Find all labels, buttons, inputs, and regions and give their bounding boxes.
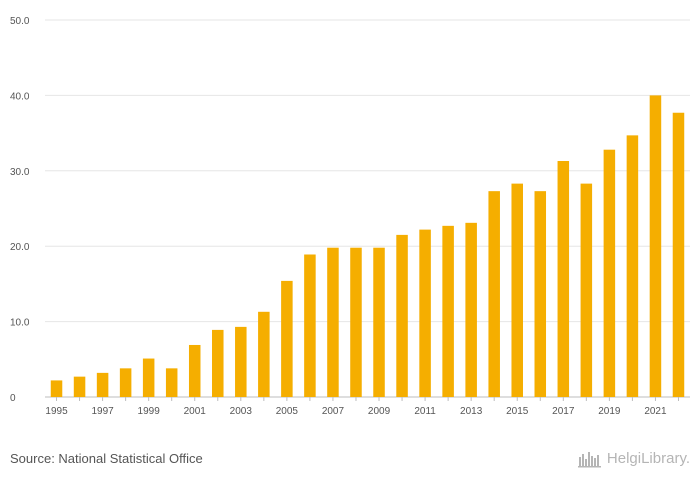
bar-2009[interactable]: [373, 247, 385, 397]
logo-text: HelgiLibrary.: [606, 449, 690, 467]
bar-2022[interactable]: [672, 112, 685, 397]
x-tick-label: 2021: [644, 406, 667, 417]
bar-1998[interactable]: [119, 368, 132, 397]
bar-2013[interactable]: [465, 222, 477, 397]
bar-2021[interactable]: [649, 95, 662, 398]
x-tick-label: 2003: [230, 406, 253, 417]
bar-2012[interactable]: [442, 225, 454, 397]
x-tick-label: 2009: [368, 406, 391, 417]
bar-2017[interactable]: [557, 160, 570, 397]
bar-2001[interactable]: [188, 344, 201, 397]
bar-2007[interactable]: [327, 247, 339, 397]
bar-2003[interactable]: [235, 326, 247, 397]
bar-2019[interactable]: [603, 149, 616, 397]
bar-2008[interactable]: [350, 247, 362, 397]
y-tick-label: 0: [10, 393, 16, 404]
x-tick-label: 2005: [276, 406, 299, 417]
bar-1999[interactable]: [142, 358, 155, 397]
bar-1996[interactable]: [73, 376, 86, 397]
bar-1995[interactable]: [50, 380, 63, 397]
x-tick-label: 1999: [138, 406, 161, 417]
bars: [50, 95, 685, 398]
helgi-library-logo-icon: [577, 452, 601, 468]
y-tick-label: 50.0: [10, 16, 30, 27]
bar-2014[interactable]: [488, 191, 500, 397]
bar-1997[interactable]: [96, 372, 109, 397]
y-tick-label: 20.0: [10, 242, 30, 253]
source-note: Source: National Statistical Office: [10, 451, 203, 466]
x-tick-label: 2001: [184, 406, 207, 417]
x-tick-label: 2019: [598, 406, 621, 417]
bar-2010[interactable]: [396, 234, 408, 397]
x-tick-label: 2013: [460, 406, 483, 417]
bar-2011[interactable]: [419, 229, 431, 397]
bar-2018[interactable]: [580, 183, 593, 397]
axes: 0 10.0 20.0 30.0 40.0 50.0 1995 1997 1999 2001 200…: [10, 16, 679, 417]
bar-2020[interactable]: [626, 135, 639, 397]
bar-2016[interactable]: [534, 191, 547, 397]
y-tick-label: 30.0: [10, 167, 30, 178]
bar-2004[interactable]: [258, 311, 270, 397]
bar-2005[interactable]: [281, 280, 293, 397]
x-tick-label: 2015: [506, 406, 529, 417]
footer: Source: National Statistical Office Helg…: [0, 440, 700, 483]
x-tick-label: 1995: [45, 406, 68, 417]
y-tick-label: 40.0: [10, 91, 30, 102]
x-tick-label: 2017: [552, 406, 575, 417]
logo[interactable]: HelgiLibrary.: [577, 448, 690, 468]
y-tick-label: 10.0: [10, 318, 30, 329]
bar-2006[interactable]: [304, 254, 316, 397]
bar-2015[interactable]: [511, 183, 523, 397]
bar-2000[interactable]: [165, 368, 178, 397]
x-tick-label: 2007: [322, 406, 345, 417]
x-tick-label: 2011: [414, 406, 436, 417]
x-tick-label: 1997: [91, 406, 114, 417]
bar-2002[interactable]: [212, 329, 224, 397]
grid-lines: [45, 19, 690, 398]
bar-chart: 0 10.0 20.0 30.0 40.0 50.0 1995 1997 1999 2001 200…: [10, 16, 690, 417]
